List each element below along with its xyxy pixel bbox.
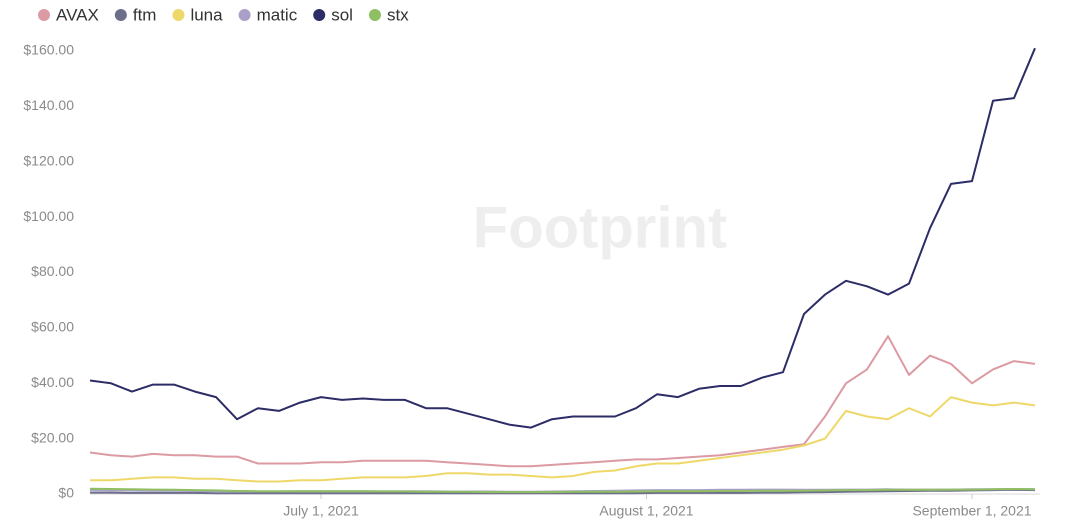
legend-label: sol (331, 5, 353, 24)
watermark: Footprint (473, 195, 727, 260)
legend-label: AVAX (56, 5, 99, 24)
legend-swatch (313, 9, 326, 21)
legend-swatch (368, 9, 381, 21)
legend-label: luna (190, 5, 223, 24)
x-tick-label: July 1, 2021 (283, 503, 359, 519)
x-tick-label: August 1, 2021 (599, 503, 693, 519)
y-tick-label: $80.00 (31, 263, 74, 279)
y-tick-label: $20.00 (31, 429, 74, 445)
legend-label: ftm (133, 5, 157, 24)
x-tick-label: September 1, 2021 (912, 503, 1031, 519)
y-tick-label: $60.00 (31, 319, 74, 335)
legend-label: stx (387, 5, 409, 24)
series-line (90, 488, 1036, 495)
series-line (89, 47, 1036, 429)
legend-swatch (172, 9, 185, 21)
series-line (89, 487, 1036, 494)
series-line (90, 396, 1036, 483)
y-tick-label: $120.00 (23, 152, 74, 168)
y-tick-label: $0 (58, 485, 74, 501)
series-line (89, 335, 1036, 468)
y-tick-label: $40.00 (31, 374, 74, 390)
y-tick-label: $140.00 (23, 97, 74, 113)
y-tick-label: $160.00 (23, 42, 74, 58)
legend-swatch (38, 9, 50, 21)
legend-swatch (114, 9, 127, 21)
legend-swatch (238, 9, 251, 21)
y-tick-label: $100.00 (23, 208, 74, 224)
legend-label: matic (257, 5, 298, 24)
